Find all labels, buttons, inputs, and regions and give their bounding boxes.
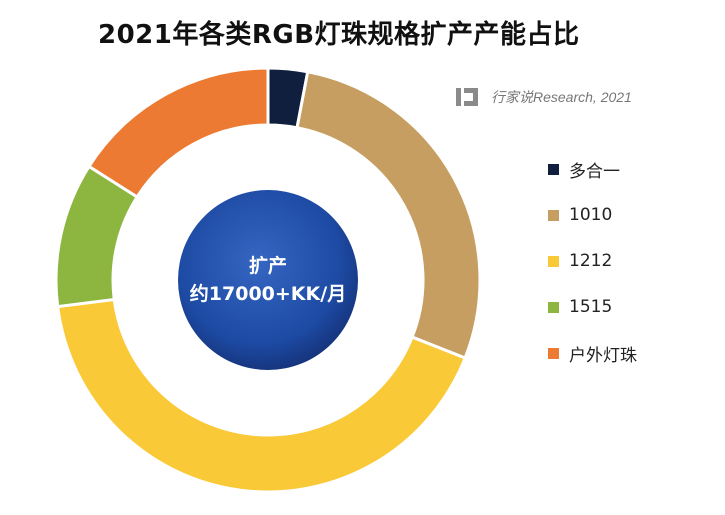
legend-swatch <box>548 301 559 313</box>
legend-swatch <box>548 347 559 359</box>
legend-label: 1515 <box>569 297 613 317</box>
donut-slice-户外灯珠 <box>86 66 270 200</box>
legend-item: 1212 <box>548 250 637 272</box>
legend-swatch <box>548 209 559 221</box>
chart-title: 2021年各类RGB灯珠规格扩产产能占比 <box>98 20 580 50</box>
legend-item: 户外灯珠 <box>548 342 637 366</box>
legend-label: 1212 <box>569 251 613 271</box>
donut-slice-1212 <box>55 297 468 494</box>
legend-label: 多合一 <box>569 161 620 182</box>
center-circle <box>178 190 358 370</box>
legend-swatch <box>548 163 559 175</box>
watermark: 行家说Research, 2021 <box>455 85 632 109</box>
chart-legend: 多合一 1010 1212 1515 户外灯珠 <box>548 158 637 388</box>
watermark-text: 行家说Research, 2021 <box>491 89 632 105</box>
legend-label: 1010 <box>569 205 613 225</box>
legend-item: 多合一 <box>548 158 637 182</box>
hangjiashuo-logo-icon <box>456 88 478 106</box>
legend-item: 1515 <box>548 296 637 318</box>
legend-label: 户外灯珠 <box>569 345 637 366</box>
legend-swatch <box>548 255 559 267</box>
legend-item: 1010 <box>548 204 637 226</box>
